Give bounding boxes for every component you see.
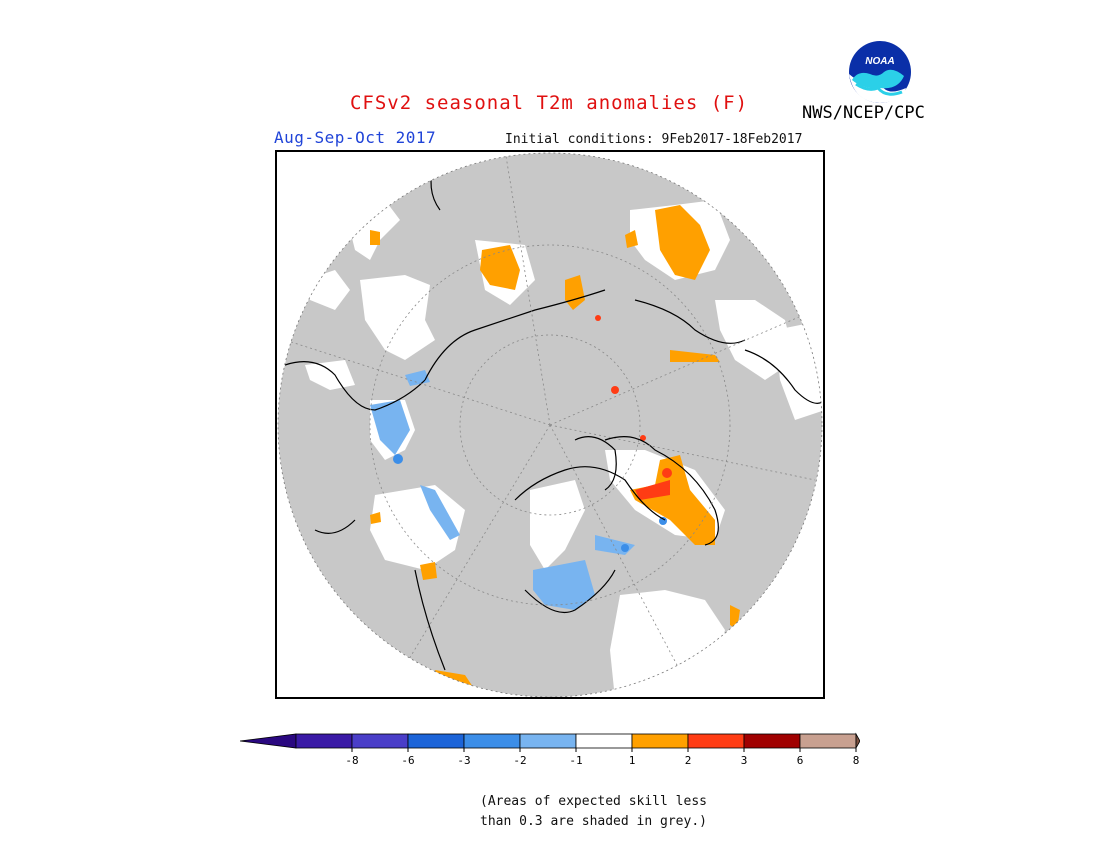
map-frame <box>275 150 825 699</box>
coastline <box>424 289 606 381</box>
colorbar-box <box>799 733 857 749</box>
warm-anomaly-region <box>480 245 520 290</box>
initial-conditions: Initial conditions: 9Feb2017-18Feb2017 <box>505 132 803 147</box>
strong-warm-anomaly-spot <box>595 315 601 321</box>
colorbar-tick-label: -1 <box>569 754 582 767</box>
colorbar-tick-label: -8 <box>345 754 358 767</box>
colorbar-box <box>519 733 577 749</box>
latitude-circle <box>369 244 731 606</box>
colorbar-tick-label: 6 <box>797 754 804 767</box>
strong-warm-anomaly-spot <box>662 468 672 478</box>
graticule <box>284 153 816 697</box>
coastline <box>414 569 446 671</box>
colorbar-box <box>407 733 465 749</box>
colorbar-tick-label: 1 <box>629 754 636 767</box>
skill-note-line: than 0.3 are shaded in grey.) <box>480 814 707 829</box>
neutral-region <box>305 360 355 390</box>
colorbar-tick-label: 8 <box>853 754 860 767</box>
colorbar-box <box>295 733 353 749</box>
meridian-line <box>284 339 551 426</box>
noaa-logo-icon: NOAA <box>849 41 911 103</box>
coastline <box>574 436 617 491</box>
colorbar-under-arrow <box>240 733 297 749</box>
warm-anomaly-region <box>630 455 715 545</box>
colorbar-box <box>575 733 633 749</box>
colorbar-box <box>687 733 745 749</box>
colorbar-box <box>351 733 409 749</box>
moderate-cool-regions <box>393 454 667 552</box>
cool-anomaly-spot <box>393 454 403 464</box>
coastline <box>284 361 426 411</box>
meridian-line <box>549 424 696 697</box>
cool-anomaly-region <box>420 485 460 540</box>
warm-anomaly-region <box>420 562 437 580</box>
coastline <box>524 569 616 614</box>
coastline <box>604 436 719 546</box>
cool-anomaly-spot <box>621 544 629 552</box>
agency-label: NWS/NCEP/CPC <box>802 103 925 123</box>
skill-note: (Areas of expected skill less than 0.3 a… <box>480 792 707 832</box>
colorbar-boxes <box>240 732 860 750</box>
colorbar-tick-label: -6 <box>401 754 414 767</box>
meridian-line <box>384 424 551 697</box>
anomaly-map <box>275 150 825 699</box>
strong-warm-anomaly-region <box>635 480 670 500</box>
hot-regions <box>595 315 672 500</box>
map-disk <box>278 153 822 697</box>
latitude-circle <box>459 334 641 516</box>
coastline <box>314 519 356 534</box>
colorbar-tick-label: -2 <box>513 754 526 767</box>
strong-warm-anomaly-spot <box>640 435 646 441</box>
cool-anomaly-region <box>533 560 595 610</box>
warm-anomaly-region <box>370 230 380 245</box>
colorbar-ticks: -8 -6 -3 -2 -1 1 2 3 6 8 <box>345 748 859 767</box>
strong-warm-anomaly-spot <box>611 386 619 394</box>
colorbar-tick-label: -3 <box>457 754 470 767</box>
coastline <box>744 349 822 404</box>
warm-anomaly-region <box>655 205 710 280</box>
meridian-line <box>549 309 816 426</box>
warm-anomaly-region <box>670 350 720 362</box>
cool-anomaly-spot <box>659 517 667 525</box>
colorbar-box <box>631 733 689 749</box>
logo-text: NOAA <box>865 56 894 67</box>
neutral-region <box>360 275 435 360</box>
map-title: CFSv2 seasonal T2m anomalies (F) <box>349 92 749 114</box>
neutral-region <box>715 300 795 380</box>
coastline <box>634 299 746 344</box>
coastline <box>514 466 666 521</box>
cool-anomaly-region <box>370 400 410 455</box>
colorbar-over-arrow <box>855 732 860 750</box>
colorbar-tick-label: 3 <box>741 754 748 767</box>
warm-anomaly-region <box>370 512 381 524</box>
colorbar-box <box>463 733 521 749</box>
warm-anomaly-region <box>625 230 638 248</box>
neutral-region <box>530 480 585 570</box>
colorbar-box <box>743 733 801 749</box>
meridian-line <box>549 424 816 481</box>
skill-note-line: (Areas of expected skill less <box>480 794 707 809</box>
meridian-line <box>504 153 551 426</box>
forecast-period: Aug-Sep-Oct 2017 <box>274 128 437 147</box>
colorbar: -8 -6 -3 -2 -1 1 2 3 6 8 <box>240 732 860 767</box>
colorbar-tick-label: 2 <box>685 754 692 767</box>
cool-regions <box>370 370 635 610</box>
map-boundary-circle <box>277 152 823 698</box>
